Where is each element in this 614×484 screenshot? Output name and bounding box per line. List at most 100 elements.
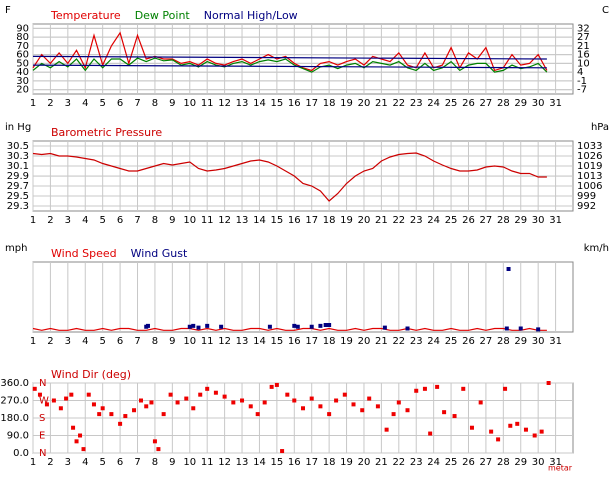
y-tick-label: 4 [577,67,583,78]
data-point [231,400,236,405]
x-tick-label: 12 [218,457,231,468]
data-point [414,388,419,393]
data-point [518,326,523,331]
data-point [391,412,396,417]
x-tick-label: 1 [30,98,36,109]
x-tick-label: 31 [549,98,562,109]
x-tick-label: 10 [183,336,196,347]
x-tick-label: 4 [82,457,88,468]
data-point [274,382,279,387]
data-point [334,398,339,403]
x-tick-label: 19 [340,457,353,468]
chart-title: Barometric Pressure [51,126,162,139]
data-point [508,423,513,428]
data-point [280,449,285,454]
y-tick-label: 1026 [577,151,602,162]
x-tick-label: 11 [201,98,214,109]
data-point [285,392,290,397]
x-tick-label: 5 [99,98,105,109]
x-tick-label: 30 [532,215,545,226]
x-tick-label: 18 [323,336,336,347]
x-tick-label: 9 [169,457,175,468]
x-tick-label: 13 [236,215,249,226]
y2-axis-label: C [602,5,609,16]
x-tick-label: 8 [152,336,158,347]
data-point [469,425,474,430]
x-tick-label: 28 [497,98,510,109]
x-tick-label: 26 [462,98,475,109]
x-tick-label: 26 [462,336,475,347]
x-tick-label: 20 [358,457,371,468]
x-tick-label: 3 [65,336,71,347]
data-point [452,414,457,419]
y-tick-label: -7 [577,85,587,96]
data-point [118,421,123,426]
data-point [145,323,150,328]
x-tick-label: 23 [410,98,423,109]
data-point [301,406,305,411]
x-tick-label: 8 [152,98,158,109]
data-point [405,326,410,331]
legend-entry: Normal High/Low [204,9,298,22]
x-tick-label: 10 [183,215,196,226]
x-tick-label: 13 [236,336,249,347]
x-tick-label: 6 [117,457,123,468]
data-point [222,394,227,399]
y-axis-label: mph [5,243,27,254]
data-point [489,429,494,434]
y-tick-label: 70 [16,41,29,52]
data-point [100,406,105,411]
y-tick-label: 90.0 [7,431,29,442]
data-point [58,406,63,411]
x-tick-label: 15 [271,457,284,468]
x-tick-label: 27 [480,215,493,226]
y-tick-label: 80 [16,32,29,43]
data-point [248,404,253,409]
data-point [123,414,128,419]
data-point [44,402,49,407]
x-tick-label: 25 [445,457,458,468]
x-tick-label: 17 [305,98,318,109]
y-tick-label: 29.3 [7,201,29,212]
x-tick-label: 12 [218,336,231,347]
x-tick-label: 28 [497,457,510,468]
x-tick-label: 24 [427,457,440,468]
data-point [191,406,196,411]
x-tick-label: 13 [236,98,249,109]
data-point [327,412,332,417]
data-point [78,433,83,438]
data-point [132,408,137,413]
data-point [161,412,166,417]
data-point [532,433,537,438]
y-tick-label: 30.1 [7,161,29,172]
x-tick-label: 21 [375,215,388,226]
x-tick-label: 11 [201,336,214,347]
x-tick-label: 18 [323,215,336,226]
data-point [351,402,356,407]
y-axis-label: in Hg [5,122,31,133]
data-line [32,327,547,331]
data-point [74,439,79,444]
data-point [292,323,297,328]
legend-entry: Wind Gust [131,247,188,260]
y-tick-label: 1006 [577,181,602,192]
data-point [360,408,365,413]
data-point [168,392,173,397]
data-point [323,323,328,327]
x-tick-label: 14 [253,336,266,347]
x-tick-label: 14 [253,98,266,109]
data-point [267,324,272,329]
x-tick-label: 19 [340,215,353,226]
x-tick-label: 14 [253,215,266,226]
x-tick-label: 9 [169,336,175,347]
data-point [139,398,143,403]
data-point [81,447,86,452]
x-tick-label: 4 [82,215,88,226]
x-tick-label: 7 [134,457,140,468]
x-tick-label: 14 [253,457,266,468]
x-tick-label: 11 [201,457,214,468]
chart-title: Wind Dir (deg) [51,368,131,381]
data-point [109,412,114,417]
data-point [292,398,297,403]
x-tick-label: 2 [47,98,53,109]
